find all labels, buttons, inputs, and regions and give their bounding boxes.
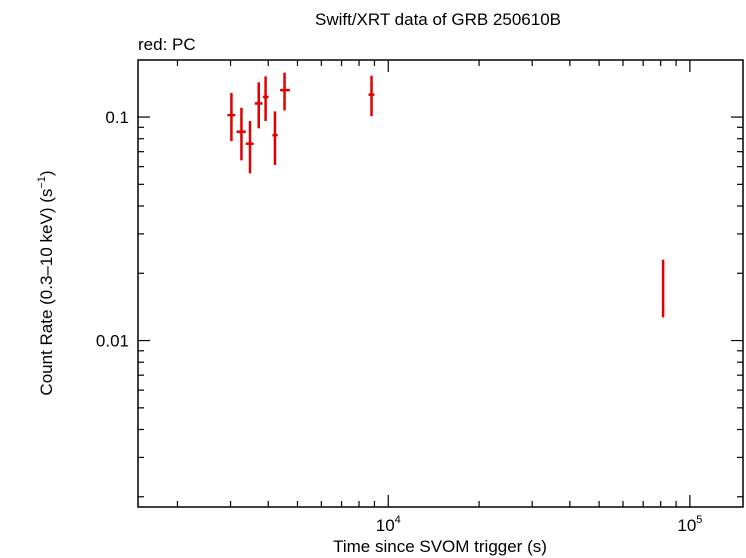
data-point <box>236 107 246 161</box>
plot-frame <box>137 59 744 508</box>
y-axis-label-main: Count Rate (0.3–10 keV) (s <box>37 189 56 396</box>
data-point <box>280 72 290 111</box>
x-tick-label-base: 10 <box>677 516 696 535</box>
data-point <box>262 76 269 122</box>
y-tick-label: 0.1 <box>105 108 129 127</box>
x-tick-label: 104 <box>376 514 401 535</box>
x-tick-label-base: 10 <box>376 516 395 535</box>
y-tick-labels: 0.1 0.01 <box>96 108 129 351</box>
data-point <box>272 111 278 166</box>
chart-subtitle: red: PC <box>138 35 196 54</box>
data-point <box>254 82 263 129</box>
x-tick-label: 105 <box>677 514 702 535</box>
y-axis-label-close: ) <box>37 170 56 176</box>
chart-title: Swift/XRT data of GRB 250610B <box>315 10 561 29</box>
data-point <box>368 75 375 117</box>
x-axis-label: Time since SVOM trigger (s) <box>333 537 547 556</box>
y-axis-label-sup: −1 <box>36 176 48 189</box>
x-tick-labels: 104 105 <box>376 514 703 535</box>
data-points <box>227 72 665 318</box>
y-axis-label: Count Rate (0.3–10 keV) (s−1) <box>36 170 56 395</box>
x-tick-label-exp: 5 <box>696 514 702 526</box>
axis-ticks <box>138 60 743 507</box>
data-point <box>661 259 665 318</box>
data-point <box>227 93 236 142</box>
y-tick-label: 0.01 <box>96 332 129 351</box>
x-tick-label-exp: 4 <box>395 514 401 526</box>
data-point <box>245 121 254 174</box>
